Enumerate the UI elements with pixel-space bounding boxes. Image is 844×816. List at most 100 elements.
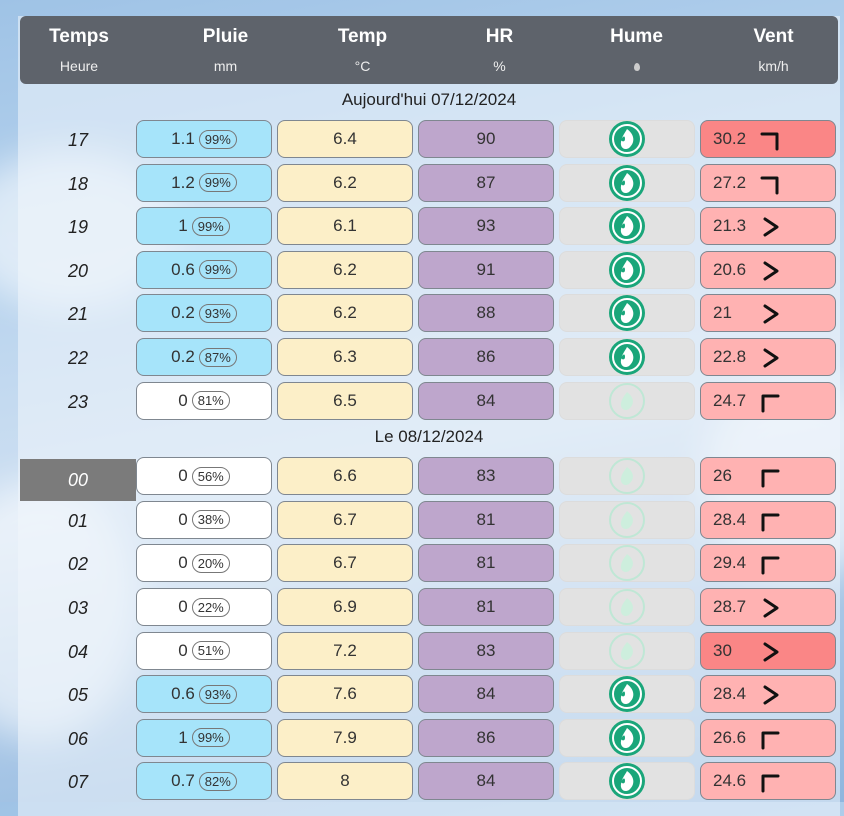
humidity-cell: 81 xyxy=(418,588,554,626)
hour-cell[interactable]: 06 xyxy=(67,728,89,749)
wind-cell: 29.4 xyxy=(700,544,836,583)
leaf-wetness-cell xyxy=(559,718,695,757)
table-row[interactable]: 05 0.6 93% 7.6 84 28.4 xyxy=(18,673,840,715)
wind-speed: 24.6 xyxy=(713,771,747,791)
leaf-wetness-cell xyxy=(559,588,695,626)
rain-probability-badge: 87% xyxy=(198,347,237,367)
hour-cell[interactable]: 17 xyxy=(67,130,89,150)
rain-value: 0.2 xyxy=(171,303,195,323)
table-row[interactable]: 04 0 51% 7.2 83 30 xyxy=(18,630,840,672)
table-row[interactable]: 06 1 99% 7.9 86 26.6 xyxy=(18,717,840,759)
table-row[interactable]: 01 0 38% 6.7 81 28.4 xyxy=(18,499,840,541)
rain-probability-badge: 99% xyxy=(198,173,237,193)
rain-cell: 1.1 99% xyxy=(136,120,272,158)
hour-cell[interactable]: 01 xyxy=(67,510,89,531)
leaf-drop-icon xyxy=(608,588,646,626)
rain-probability-badge: 99% xyxy=(191,728,230,748)
humidity-cell: 91 xyxy=(418,250,554,289)
wind-direction-arrow-icon xyxy=(763,348,779,368)
table-row[interactable]: 20 0.6 99% 6.2 91 20.6 xyxy=(18,249,840,291)
temp-cell: 6.2 xyxy=(277,163,413,202)
hour-cell[interactable]: 07 xyxy=(67,772,89,793)
wind-direction-arrow-icon xyxy=(763,598,779,618)
hour-cell[interactable]: 23 xyxy=(67,391,89,412)
wind-speed: 28.4 xyxy=(713,509,747,529)
hour-cell[interactable]: 18 xyxy=(67,173,89,194)
leaf-drop-icon xyxy=(608,251,646,289)
leaf-wetness-cell xyxy=(559,544,695,583)
col-title: Pluie xyxy=(202,26,249,47)
leaf-drop-icon xyxy=(608,675,646,713)
col-temp: Temp °C xyxy=(294,16,431,84)
wind-speed: 30 xyxy=(713,640,732,660)
temp-cell: 6.1 xyxy=(277,207,413,246)
table-row[interactable]: 17 1.1 99% 6.4 90 30.2 xyxy=(18,118,840,160)
hour-cell[interactable]: 21 xyxy=(67,304,89,325)
humidity-cell: 81 xyxy=(418,544,554,583)
leaf-wetness-cell xyxy=(559,381,695,420)
col-unit: km/h xyxy=(758,58,789,74)
table-row[interactable]: 19 1 99% 6.1 93 21.3 xyxy=(18,205,840,247)
hour-cell[interactable]: 03 xyxy=(67,598,89,618)
wind-cell: 26.6 xyxy=(700,718,836,757)
rain-probability-badge: 38% xyxy=(191,510,230,530)
table-row[interactable]: 22 0.2 87% 6.3 86 22.8 xyxy=(18,336,840,378)
humidity-cell: 88 xyxy=(418,294,554,333)
hour-cell[interactable]: 20 xyxy=(67,260,89,281)
humidity-cell: 93 xyxy=(418,207,554,246)
table-row[interactable]: 02 0 20% 6.7 81 29.4 xyxy=(18,542,840,584)
leaf-wetness-cell xyxy=(559,250,695,289)
wind-speed: 24.7 xyxy=(713,390,747,410)
humidity-cell: 83 xyxy=(418,631,554,670)
rain-probability-badge: 99% xyxy=(198,129,237,149)
wind-speed: 26.6 xyxy=(713,727,747,747)
hour-cell[interactable]: 00 xyxy=(20,459,136,502)
table-row[interactable]: 23 0 81% 6.5 84 24.7 xyxy=(18,380,840,422)
rain-probability-badge: 99% xyxy=(191,216,230,236)
hour-cell[interactable]: 05 xyxy=(67,685,89,706)
table-row[interactable]: 21 0.2 93% 6.2 88 21 xyxy=(18,292,840,334)
rain-cell: 1.2 99% xyxy=(136,163,272,202)
leaf-wetness-cell xyxy=(559,762,695,801)
rain-probability-badge: 99% xyxy=(198,260,237,280)
wind-cell: 27.2 xyxy=(700,163,836,202)
col-vent: Vent km/h xyxy=(705,16,842,84)
col-title: Vent xyxy=(753,26,794,47)
leaf-wetness-cell xyxy=(559,163,695,202)
leaf-wetness-cell xyxy=(559,120,695,158)
leaf-wetness-cell xyxy=(559,294,695,333)
rain-value: 0 xyxy=(178,466,188,486)
rain-cell: 0.6 93% xyxy=(136,675,272,714)
hour-cell[interactable]: 04 xyxy=(67,641,89,662)
wind-speed: 20.6 xyxy=(713,259,747,279)
col-title: Temps xyxy=(49,26,109,47)
wind-direction-arrow-icon xyxy=(763,642,779,662)
table-row[interactable]: 03 0 22% 6.9 81 28.7 xyxy=(18,586,840,628)
table-row[interactable]: 18 1.2 99% 6.2 87 27.2 xyxy=(18,162,840,204)
humidity-cell: 83 xyxy=(418,457,554,496)
wind-cell: 28.7 xyxy=(700,588,836,626)
wind-cell: 24.7 xyxy=(700,381,836,420)
humidity-cell: 84 xyxy=(418,675,554,714)
table-header: Temps Heure Pluie mm Temp °C HR % Hume V… xyxy=(20,16,838,84)
humidity-cell: 84 xyxy=(418,381,554,420)
rain-probability-badge: 93% xyxy=(198,303,237,323)
wind-speed: 21.3 xyxy=(713,216,747,236)
hour-cell[interactable]: 02 xyxy=(67,554,89,575)
hour-cell[interactable]: 22 xyxy=(67,348,89,368)
rain-cell: 1 99% xyxy=(136,207,272,246)
wind-cell: 21 xyxy=(700,294,836,333)
col-unit: mm xyxy=(213,58,238,74)
table-row[interactable]: 00 0 56% 6.6 83 26 xyxy=(18,455,840,502)
wind-direction-arrow-icon xyxy=(763,304,779,324)
temp-cell: 6.6 xyxy=(277,457,413,496)
wind-speed: 28.7 xyxy=(713,597,747,616)
table-row[interactable]: 07 0.7 82% 8 84 24.6 xyxy=(18,760,840,802)
wind-cell: 21.3 xyxy=(700,207,836,246)
temp-cell: 6.3 xyxy=(277,338,413,376)
humidity-cell: 86 xyxy=(418,338,554,376)
hour-cell[interactable]: 19 xyxy=(67,217,89,238)
col-unit: % xyxy=(493,58,506,74)
rain-value: 0.7 xyxy=(171,771,195,791)
col-unit: Heure xyxy=(59,58,99,74)
